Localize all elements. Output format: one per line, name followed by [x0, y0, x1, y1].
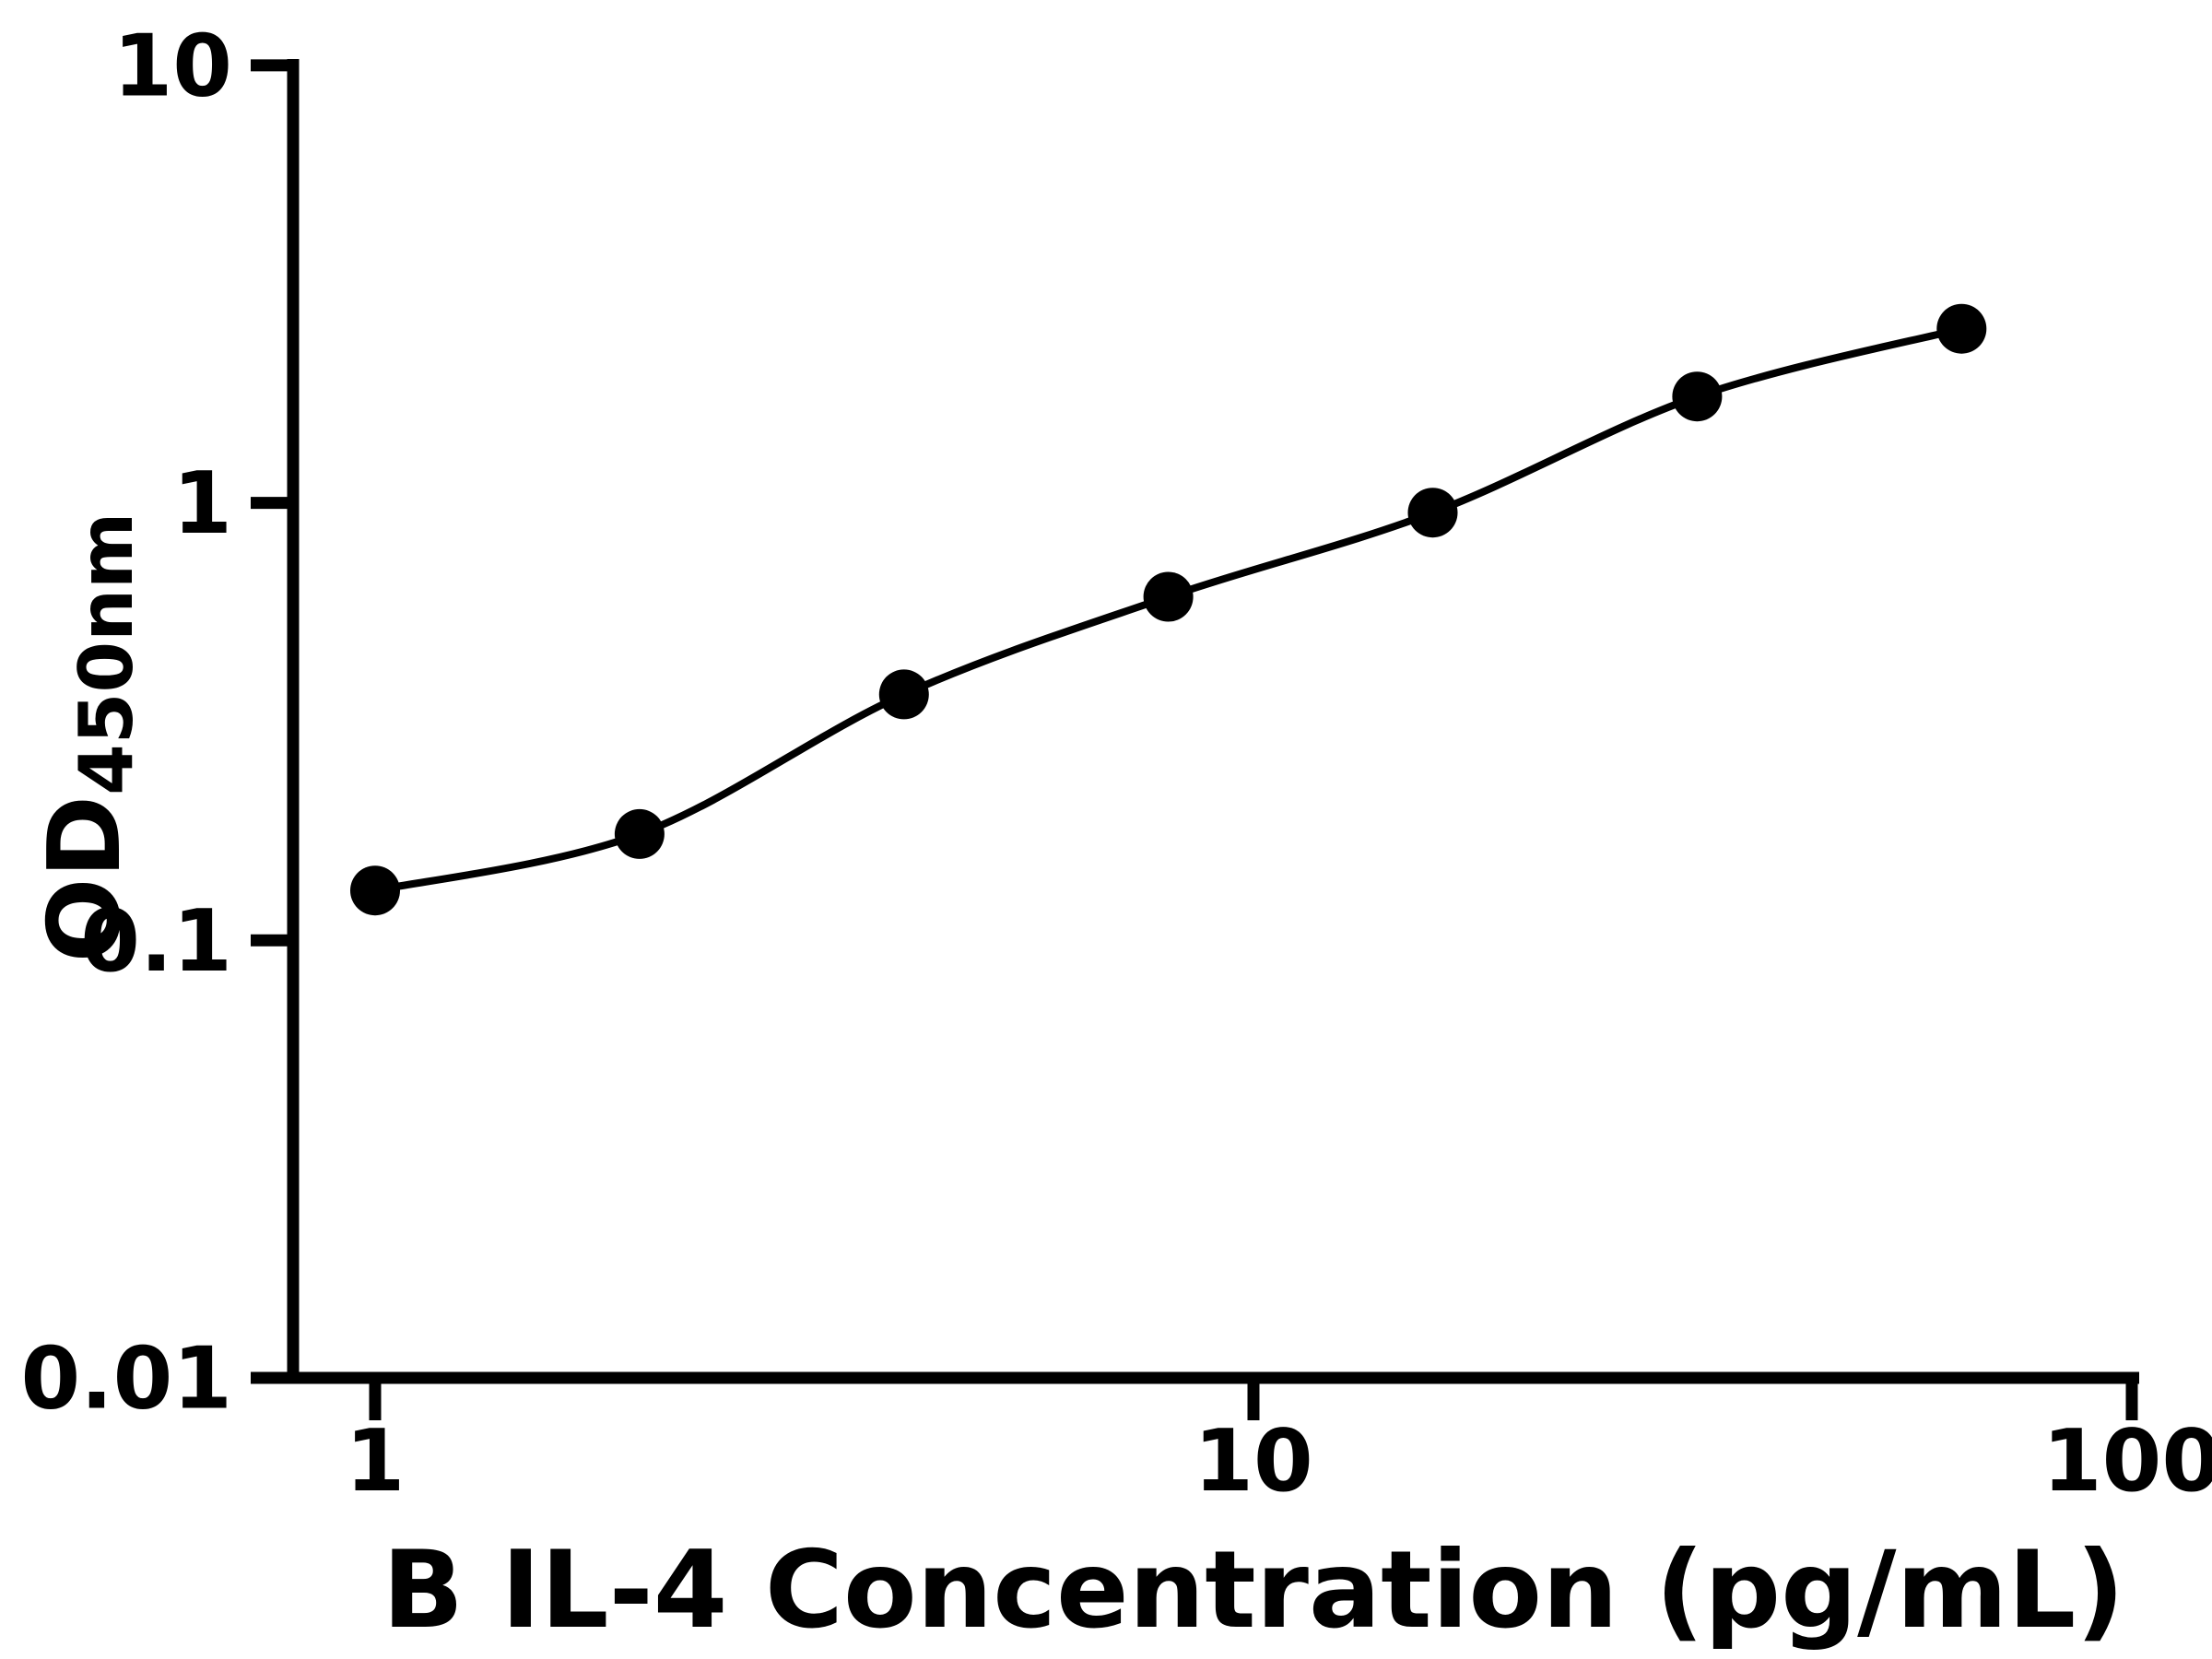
y-axis-title-sub: 450nm [64, 512, 150, 795]
x-tick-label: 10 [1194, 1411, 1312, 1511]
data-point [878, 669, 929, 720]
x-axis-title: B IL-4 Concentration (pg/mL) [382, 1528, 2125, 1653]
data-point [350, 865, 400, 916]
y-tick-label: 0.01 [21, 1329, 232, 1429]
data-point [1143, 571, 1194, 622]
x-tick-label: 1 [346, 1411, 406, 1511]
data-point [1936, 303, 1987, 354]
x-tick-label: 100 [2042, 1411, 2212, 1511]
y-tick-label: 10 [113, 16, 232, 115]
y-tick-label: 0.1 [80, 891, 232, 991]
data-point [614, 808, 665, 859]
data-point [1672, 371, 1723, 422]
y-tick-label: 1 [172, 453, 232, 553]
y-axis-title-main: OD [28, 794, 143, 963]
data-point [1407, 488, 1458, 538]
y-axis-title: OD450nm [28, 512, 149, 963]
